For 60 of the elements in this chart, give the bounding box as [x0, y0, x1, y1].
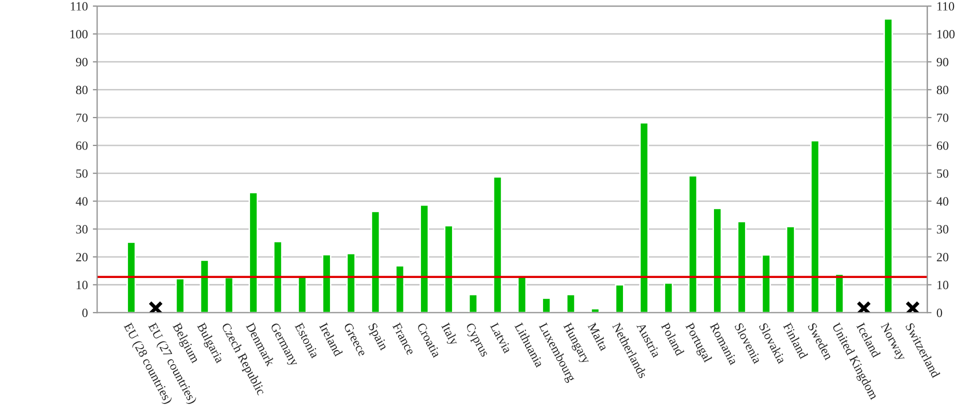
bar [370, 210, 380, 313]
x-tick-label: Spain [366, 322, 388, 352]
x-tick-label: Italy [438, 322, 460, 348]
bar [492, 176, 502, 313]
y2-tick-label: 50 [937, 169, 948, 178]
x-tick-label: Croatia [416, 322, 442, 358]
bar [468, 294, 478, 313]
bar [444, 224, 454, 313]
y-tick-label: 100 [70, 30, 88, 38]
bar [834, 273, 844, 313]
y2-tick-label: 100 [937, 30, 955, 38]
bar [884, 18, 893, 313]
y-tick-label: 80 [76, 86, 88, 94]
bar [761, 254, 771, 313]
x-tick-label: France [392, 322, 416, 356]
bar [420, 204, 430, 313]
x-tick-label: Malta [588, 322, 609, 352]
y-tick-label: 70 [76, 114, 88, 122]
y-tick-label: 50 [76, 169, 88, 178]
y-tick-label: 60 [76, 141, 88, 150]
bar [542, 297, 552, 313]
y2-tick-label: 110 [937, 2, 954, 11]
bar [590, 308, 600, 313]
bar [224, 276, 234, 313]
bar [200, 260, 210, 313]
y-tick-label: 40 [76, 197, 88, 206]
y-tick-label: 110 [70, 2, 88, 11]
bar [273, 240, 283, 313]
x-tick-label: Cyprus [463, 322, 490, 358]
bar [346, 252, 356, 313]
bar [639, 122, 649, 313]
y2-tick-label: 70 [937, 114, 948, 122]
bar [395, 265, 405, 313]
y-tick-label: 10 [76, 280, 88, 290]
bar [126, 241, 136, 313]
x-tick-label: Greece [344, 322, 368, 357]
bar [786, 226, 796, 313]
x-tick-label: Latvia [490, 322, 512, 354]
bar [664, 282, 674, 313]
y-tick-label: 90 [76, 58, 88, 66]
bar [810, 140, 820, 313]
bar [737, 220, 746, 313]
y-tick-label: 20 [76, 252, 88, 262]
y2-tick-label: 0 [936, 308, 942, 318]
bar [688, 175, 698, 313]
y2-tick-label: 60 [936, 141, 948, 150]
y2-tick-label: 20 [936, 252, 948, 262]
y2-tick-label: 90 [936, 58, 948, 66]
y2-tick-label: 80 [936, 86, 948, 94]
y-tick-label: 0 [82, 308, 88, 318]
bar [566, 294, 576, 313]
y2-tick-label: 30 [936, 225, 948, 234]
y2-tick-label: 10 [937, 280, 948, 290]
bar [712, 208, 722, 313]
bar [248, 192, 258, 313]
bar [175, 278, 185, 313]
bar [322, 254, 332, 313]
y-tick-label: 30 [76, 225, 88, 234]
y2-tick-label: 40 [936, 197, 948, 206]
bar [614, 284, 624, 313]
